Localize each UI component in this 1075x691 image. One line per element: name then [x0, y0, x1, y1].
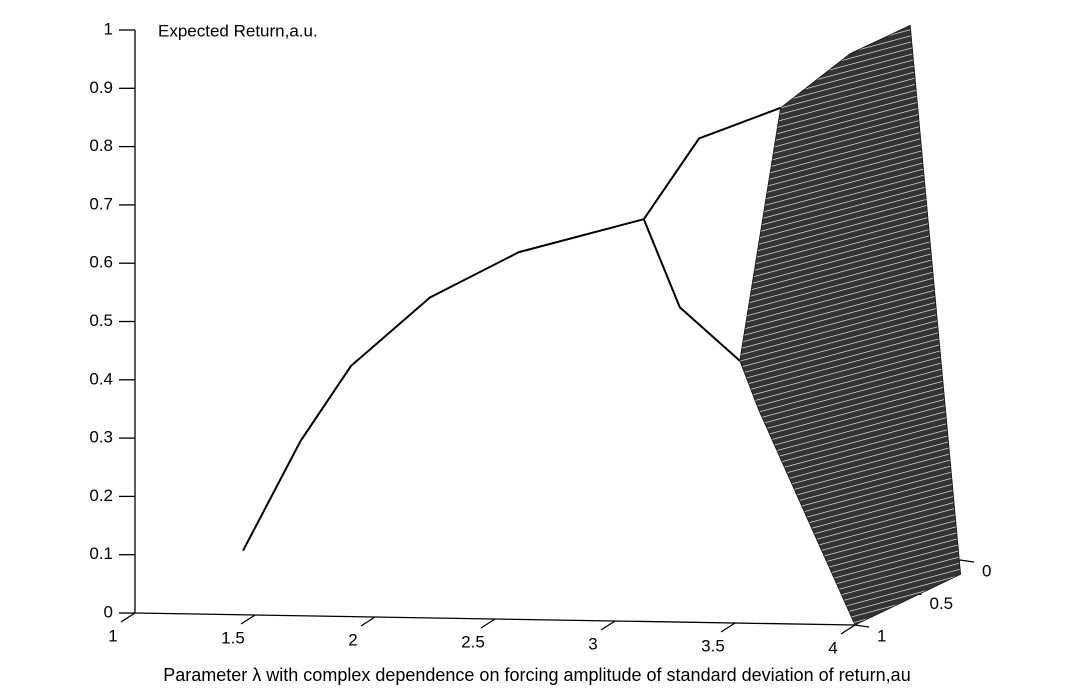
y-tick-label: 0.9 [89, 78, 113, 97]
y-tick-label: 0.5 [89, 311, 113, 330]
y-tick-label: 0.3 [89, 428, 113, 447]
x-tick-label: 1 [108, 626, 117, 645]
z-tick [854, 624, 870, 628]
y-tick-label: 0.7 [89, 194, 113, 213]
branch-line [642, 218, 741, 362]
x-tick [720, 622, 736, 633]
x-tick [480, 618, 496, 629]
z-tick-label: 0 [982, 561, 991, 580]
x-tick-label: 3 [588, 634, 597, 653]
chaotic-band [739, 24, 962, 626]
y-tick-label: 0.1 [89, 544, 113, 563]
x-tick [840, 624, 856, 635]
x-tick-label: 2 [348, 630, 357, 649]
y-axis-label: Expected Return,a.u. [158, 21, 318, 40]
branch-line [642, 106, 781, 220]
y-tick-label: 0.6 [89, 253, 113, 272]
x-tick [600, 620, 616, 631]
y-tick-label: 0.2 [89, 486, 113, 505]
x-axis-label: Parameter λ with complex dependence on f… [163, 665, 910, 685]
y-tick-label: 0.4 [89, 369, 113, 388]
z-tick-label: 1 [877, 626, 886, 645]
x-tick [360, 616, 376, 627]
x-tick-label: 4 [828, 638, 837, 657]
z-tick-label: 0.5 [930, 594, 954, 613]
y-tick-label: 1 [104, 19, 113, 38]
x-tick [120, 612, 136, 623]
z-tick [959, 559, 975, 563]
y-tick-label: 0 [104, 602, 113, 621]
branch-line [242, 218, 645, 552]
x-tick-label: 2.5 [461, 632, 485, 651]
x-tick-label: 3.5 [701, 636, 725, 655]
x-tick-label: 1.5 [221, 628, 245, 647]
y-tick-label: 0.8 [89, 136, 113, 155]
x-tick [240, 614, 256, 625]
